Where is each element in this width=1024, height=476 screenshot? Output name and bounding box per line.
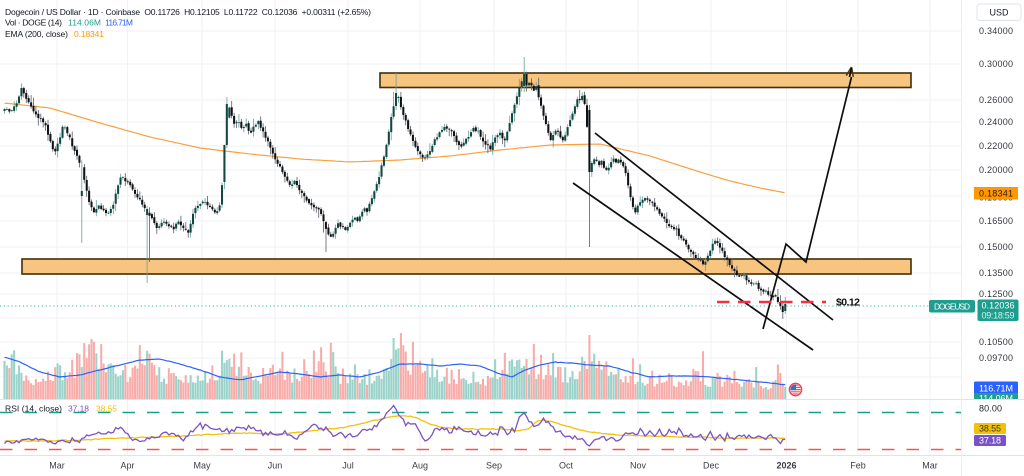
svg-text:38.55: 38.55 <box>96 404 117 414</box>
svg-text:0.15000: 0.15000 <box>979 242 1013 252</box>
svg-text:Nov: Nov <box>630 461 647 471</box>
svg-text:0.12036: 0.12036 <box>982 301 1015 311</box>
svg-text:37.18: 37.18 <box>68 404 89 414</box>
svg-text:0.30000: 0.30000 <box>979 59 1013 69</box>
svg-text:0.18341: 0.18341 <box>74 29 104 39</box>
svg-text:Mar: Mar <box>49 461 65 471</box>
svg-text:37.18: 37.18 <box>979 436 1001 446</box>
svg-text:0.09700: 0.09700 <box>979 353 1013 363</box>
svg-text:DOGEUSD: DOGEUSD <box>934 302 970 312</box>
svg-text:0.22000: 0.22000 <box>979 141 1013 151</box>
svg-text:$0.12: $0.12 <box>836 297 860 309</box>
svg-text:0.18341: 0.18341 <box>979 189 1013 199</box>
svg-text:May: May <box>193 461 211 471</box>
svg-text:Jul: Jul <box>342 461 354 471</box>
svg-text:114.06M: 114.06M <box>68 18 101 28</box>
svg-text:116.71M: 116.71M <box>979 384 1013 394</box>
svg-text:114.06M: 114.06M <box>979 394 1013 404</box>
svg-text:Apr: Apr <box>120 461 134 471</box>
svg-text:Vol · DOGE (14): Vol · DOGE (14) <box>5 18 62 28</box>
svg-text:80.00: 80.00 <box>979 404 1002 414</box>
svg-text:EMA (200, close): EMA (200, close) <box>5 29 68 39</box>
svg-text:0.20000: 0.20000 <box>979 165 1013 175</box>
svg-text:Dec: Dec <box>703 461 720 471</box>
svg-text:Oct: Oct <box>559 461 574 471</box>
svg-text:09:18:59: 09:18:59 <box>982 311 1015 321</box>
svg-text:0.16500: 0.16500 <box>979 216 1013 226</box>
svg-text:0.12500: 0.12500 <box>979 289 1013 299</box>
svg-text:38.55: 38.55 <box>979 424 1001 434</box>
svg-text:USD: USD <box>989 8 1009 18</box>
svg-text:Aug: Aug <box>412 461 428 471</box>
svg-text:0.26000: 0.26000 <box>979 95 1013 105</box>
svg-text:0.10500: 0.10500 <box>979 337 1013 347</box>
svg-text:Jun: Jun <box>268 461 283 471</box>
svg-text:Feb: Feb <box>850 461 866 471</box>
svg-text:0.34000: 0.34000 <box>979 26 1013 36</box>
svg-text:0.24000: 0.24000 <box>979 117 1013 127</box>
svg-text:Mar: Mar <box>922 461 938 471</box>
svg-text:116.71M: 116.71M <box>105 18 133 28</box>
svg-text:0.13500: 0.13500 <box>979 268 1013 278</box>
svg-text:Sep: Sep <box>486 461 502 471</box>
svg-text:2026: 2026 <box>776 461 796 471</box>
svg-text:Dogecoin / US Dollar · 1D · Co: Dogecoin / US Dollar · 1D · Coinbase O0.… <box>5 7 371 17</box>
svg-text:RSI (14, close): RSI (14, close) <box>5 404 62 414</box>
